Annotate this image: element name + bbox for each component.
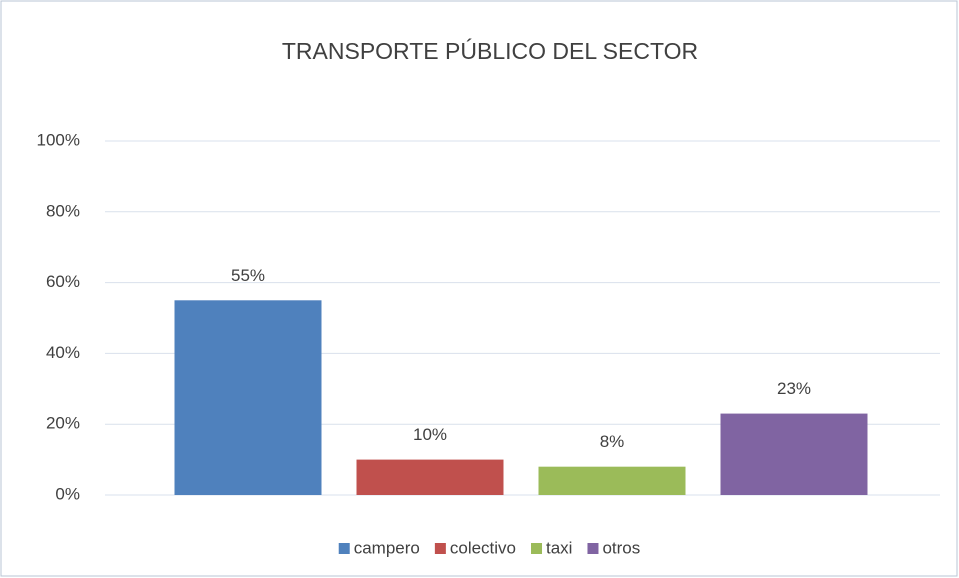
bar [174, 300, 322, 495]
legend-swatch [587, 543, 599, 554]
legend-swatch [434, 543, 446, 554]
legend-label: taxi [546, 538, 572, 557]
y-tick-label: 20% [46, 414, 80, 433]
bar [720, 413, 868, 495]
y-tick-label: 0% [55, 484, 80, 503]
y-tick-label: 40% [46, 343, 80, 362]
data-label: 23% [777, 379, 811, 398]
data-label: 8% [600, 432, 625, 451]
chart-title: TRANSPORTE PÚBLICO DEL SECTOR [282, 38, 698, 64]
data-label: 55% [231, 266, 265, 285]
y-tick-label: 100% [37, 130, 80, 149]
legend-swatch [531, 543, 543, 554]
legend-label: colectivo [450, 538, 516, 557]
data-label: 10% [413, 425, 447, 444]
legend-swatch [338, 543, 350, 554]
bar [356, 459, 504, 495]
legend-label: otros [602, 538, 640, 557]
y-tick-label: 60% [46, 272, 80, 291]
legend-label: campero [354, 538, 420, 557]
y-tick-label: 80% [46, 201, 80, 220]
bar [538, 466, 686, 495]
